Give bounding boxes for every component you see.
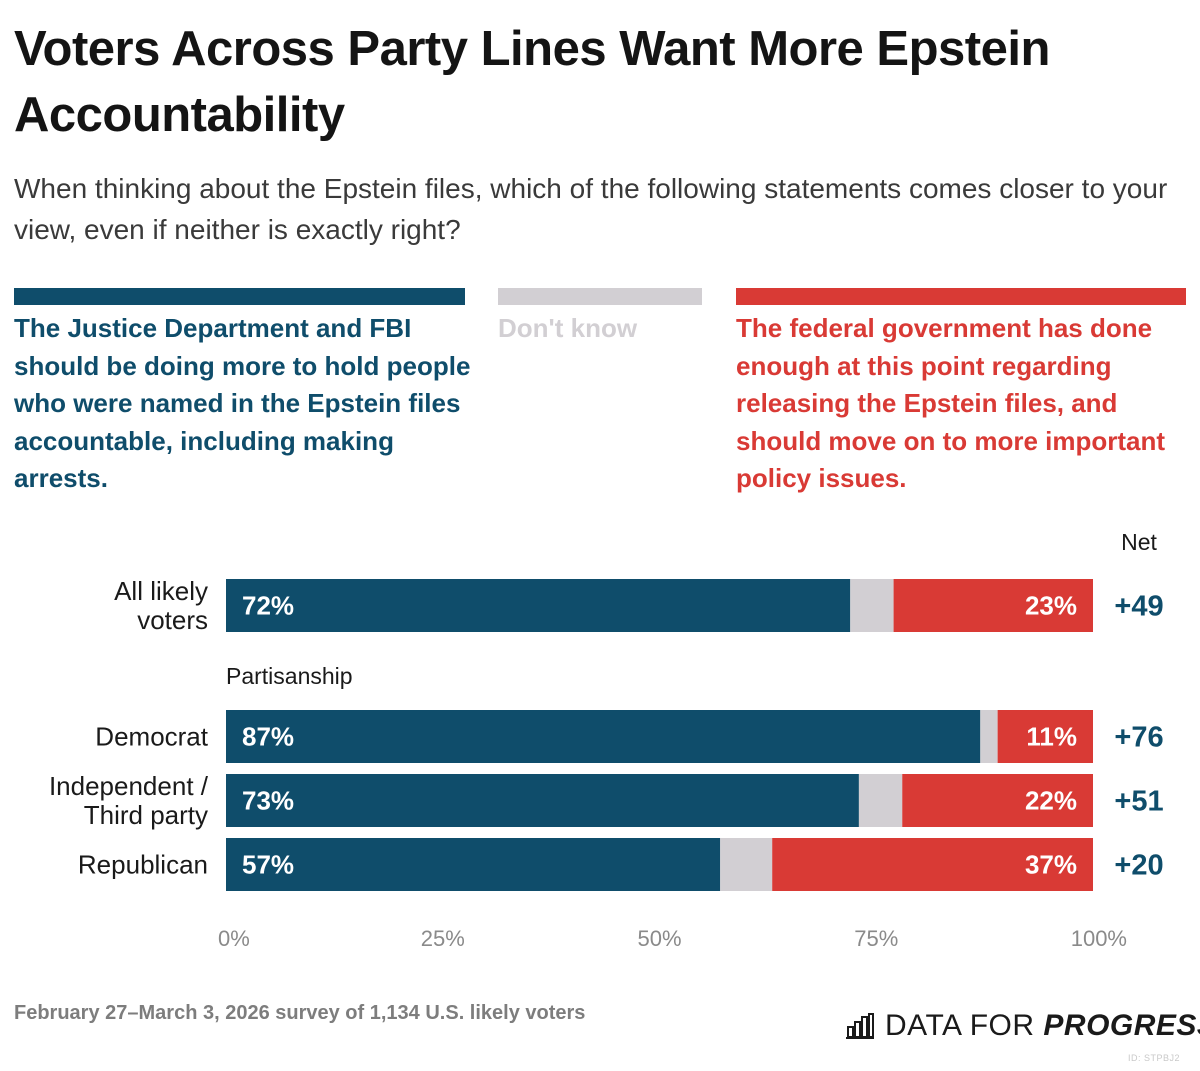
- legend-label-done-enough: The federal government has done enough a…: [736, 313, 1166, 493]
- bar-segment-yes: [226, 838, 721, 891]
- x-tick-label: 0%: [218, 926, 250, 951]
- category-label: Independent /: [49, 771, 209, 801]
- bar-segment-dont_know: [850, 579, 894, 632]
- bar-label-yes: 87%: [242, 722, 294, 752]
- logo-text-regular: DATA FOR: [885, 1009, 1044, 1042]
- bar-chart-logo-icon: [846, 1013, 874, 1039]
- source-note: February 27–March 3, 2026 survey of 1,13…: [14, 1002, 586, 1024]
- bar-label-yes: 72%: [242, 591, 294, 621]
- logo-text-bold: PROGRESS: [1043, 1009, 1200, 1042]
- section-label-partisanship: Partisanship: [226, 663, 353, 689]
- x-tick-label: 25%: [421, 926, 465, 951]
- bar-label-no: 11%: [1026, 722, 1077, 752]
- legend-swatch-done-enough: [736, 288, 1186, 305]
- bar-segment-dont_know: [980, 710, 998, 763]
- net-value: +20: [1114, 850, 1163, 882]
- net-column-header: Net: [1121, 529, 1157, 555]
- bar-label-no: 22%: [1025, 786, 1077, 816]
- bar-label-no: 23%: [1025, 591, 1077, 621]
- category-label: voters: [137, 605, 208, 635]
- data-for-progress-logo: DATA FOR PROGRESS: [845, 1009, 1200, 1043]
- bar-segment-yes: [226, 774, 859, 827]
- bar-segment-dont_know: [858, 774, 903, 827]
- x-tick-label: 75%: [854, 926, 898, 951]
- legend-swatch-more-accountability: [14, 288, 465, 305]
- category-label: All likely: [114, 576, 208, 606]
- bar-segment-yes: [226, 710, 981, 763]
- legend-label-dont-know: Don't know: [498, 313, 638, 343]
- bar-segment-no: [772, 838, 1093, 891]
- category-label: Democrat: [95, 722, 208, 752]
- bar-label-yes: 73%: [242, 786, 294, 816]
- chart-subtitle: When thinking about the Epstein files, w…: [14, 173, 1168, 245]
- bar-segment-dont_know: [720, 838, 773, 891]
- chart-title: Voters Across Party Lines Want More Epst…: [14, 22, 1050, 142]
- bar-segment-yes: [226, 579, 851, 632]
- category-label: Republican: [78, 850, 208, 880]
- x-tick-label: 50%: [637, 926, 681, 951]
- image-id: ID: STPBJ2: [1128, 1053, 1181, 1063]
- bar-segment-no: [997, 710, 1093, 763]
- category-label: Third party: [84, 800, 208, 830]
- net-value: +51: [1114, 786, 1163, 818]
- bar-segment-no: [893, 579, 1093, 632]
- net-value: +49: [1114, 591, 1163, 623]
- x-tick-label: 100%: [1071, 926, 1127, 951]
- bar-label-no: 37%: [1025, 850, 1077, 880]
- stacked-bar-chart: Net Partisanship 72% 23% +49 All likelyvoters…: [49, 529, 1164, 951]
- logo-wordmark: DATA FOR PROGRESS: [885, 1009, 1200, 1043]
- net-value: +76: [1114, 722, 1163, 754]
- bar-label-yes: 57%: [242, 850, 294, 880]
- legend-label-more-accountability: The Justice Department and FBI should be…: [14, 313, 471, 493]
- bar-segment-no: [902, 774, 1093, 827]
- legend-swatch-dont-know: [498, 288, 702, 305]
